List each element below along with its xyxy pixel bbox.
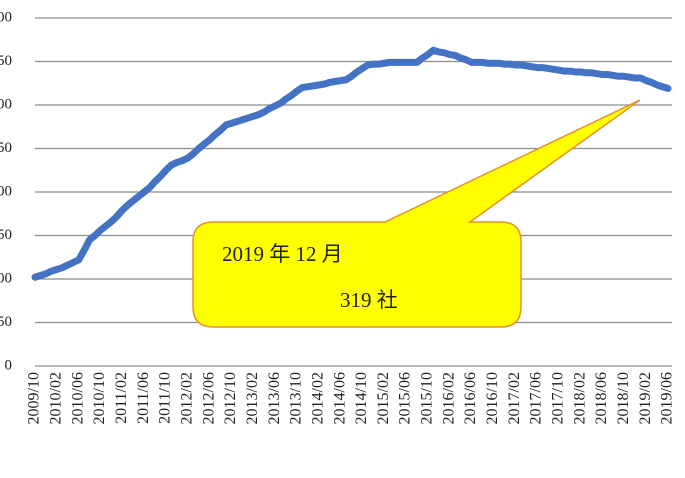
x-tick-label: 2017/02 [506, 372, 523, 424]
y-tick-label: 00 [0, 9, 12, 25]
x-tick-label: 2014/02 [309, 372, 326, 424]
x-tick-label: 2014/06 [331, 372, 348, 424]
x-tick-label: 2017/10 [550, 372, 567, 424]
x-tick-label: 2019/06 [659, 372, 676, 424]
x-tick-label: 2016/10 [484, 372, 501, 424]
x-tick-label: 2010/06 [69, 372, 86, 424]
x-tick-label: 2010/02 [47, 372, 64, 424]
x-tick-label: 2013/02 [244, 372, 261, 424]
y-tick-label: 00 [0, 183, 12, 199]
line-series [31, 46, 672, 281]
annotation: 319 社 [340, 288, 398, 312]
x-tick-label: 2012/02 [178, 372, 195, 424]
x-tick-label: 2015/10 [419, 372, 436, 424]
x-tick-label: 2018/10 [615, 372, 632, 424]
callout [192, 99, 641, 328]
x-tick-label: 2018/02 [571, 372, 588, 424]
x-tick-label: 2014/10 [353, 372, 370, 424]
annotation: 2019 年 12 月 [222, 242, 343, 266]
x-tick-label: 2016/02 [440, 372, 457, 424]
y-tick-label: 50 [0, 227, 12, 243]
x-tick-label: 2013/06 [266, 372, 283, 424]
x-tick-label: 2013/10 [288, 372, 305, 424]
x-tick-label: 2016/06 [462, 372, 479, 424]
x-tick-label: 2019/02 [637, 372, 654, 424]
x-tick-label: 2015/02 [375, 372, 392, 424]
x-tick-label: 2015/06 [397, 372, 414, 424]
x-tick-label: 2011/02 [113, 372, 130, 424]
x-tick-label: 2018/06 [593, 372, 610, 424]
x-tick-label: 2009/10 [26, 372, 43, 424]
y-tick-label: 00 [0, 270, 12, 286]
x-tick-label: 2017/06 [528, 372, 545, 424]
y-tick-label: 00 [0, 96, 12, 112]
y-tick-label: 0 [5, 357, 13, 373]
y-tick-label: 50 [0, 53, 12, 69]
x-tick-label: 2011/10 [157, 372, 174, 424]
x-tick-label: 2011/06 [135, 372, 152, 424]
y-tick-label: 50 [0, 140, 12, 156]
x-tick-label: 2012/06 [200, 372, 217, 424]
y-tick-label: 50 [0, 314, 12, 330]
x-tick-label: 2010/10 [91, 372, 108, 424]
x-tick-label: 2012/10 [222, 372, 239, 424]
